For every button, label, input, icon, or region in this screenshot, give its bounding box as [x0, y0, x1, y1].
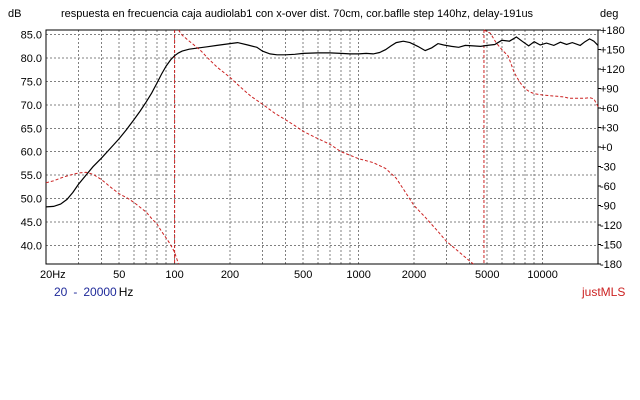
- plot-frame: [45, 29, 599, 265]
- y2-tick-labels: +180 +150 +120 +90 +60 +30 +0 -30 -60 -90 -120 -150…: [598, 25, 625, 271]
- frequency-range: 20-20000 Hz: [54, 285, 139, 299]
- x-tick-label: 50: [113, 269, 125, 281]
- y2-tick-label: +0: [600, 142, 613, 154]
- y2-tick-label: +150: [600, 45, 625, 57]
- y-tick-label: 40.0: [21, 240, 42, 252]
- y-tick-labels: 85.0 80.0 75.0 70.0 65.0 60.0 55.0 50.0 45.0 40.0: [21, 30, 42, 253]
- plot-area: [45, 29, 599, 265]
- y-tick-label: 70.0: [21, 100, 42, 112]
- y-tick-label: 50.0: [21, 193, 42, 205]
- x-tick-labels: 20Hz 50 100 200 500 1000 2000 5000 10000: [40, 269, 558, 281]
- x-tick-label: 200: [221, 269, 239, 281]
- x-tick-label: 5000: [475, 269, 499, 281]
- y2-tick-label: +60: [600, 103, 619, 115]
- y2-tick-label: -120: [600, 220, 622, 232]
- y-tick-label: 75.0: [21, 76, 42, 88]
- brand-label: justMLS: [582, 285, 626, 299]
- y-tick-label: 55.0: [21, 170, 42, 182]
- chart-title: respuesta en frecuencia caja audiolab1 c…: [61, 8, 534, 20]
- x-tick-label: 500: [294, 269, 312, 281]
- y2-tick-label: +30: [600, 123, 619, 135]
- y-tick-label: 85.0: [21, 30, 42, 42]
- y-tick-label: 45.0: [21, 217, 42, 229]
- x-tick-label: 2000: [402, 269, 426, 281]
- y-tick-label: 65.0: [21, 123, 42, 135]
- y2-tick-label: -180: [600, 259, 622, 271]
- range-unit: Hz: [118, 285, 134, 299]
- y2-tick-label: +120: [600, 64, 625, 76]
- range-end: 20000: [83, 285, 117, 299]
- y2-tick-label: +90: [600, 84, 619, 96]
- y2-tick-label: -150: [600, 240, 622, 252]
- right-axis-unit: deg: [600, 8, 618, 20]
- range-start: 20: [54, 285, 68, 299]
- phase-curve-segment: [45, 171, 179, 265]
- y-tick-label: 80.0: [21, 53, 42, 65]
- y2-tick-label: -30: [600, 162, 616, 174]
- phase-curve-segment: [178, 29, 474, 265]
- left-axis-unit: dB: [8, 8, 21, 20]
- x-tick-label: 1000: [346, 269, 370, 281]
- range-separator: -: [73, 285, 78, 299]
- chart-grid: [45, 29, 599, 265]
- x-tick-label: 100: [165, 269, 183, 281]
- magnitude-curve: [45, 36, 599, 208]
- x-tick-label: 20Hz: [40, 269, 66, 281]
- y2-tick-label: -90: [600, 201, 616, 213]
- y2-tick-label: +180: [600, 25, 625, 37]
- y2-tick-label: -60: [600, 181, 616, 193]
- x-tick-label: 10000: [527, 269, 558, 281]
- phase-curve-segment: [483, 29, 599, 107]
- y-tick-label: 60.0: [21, 147, 42, 159]
